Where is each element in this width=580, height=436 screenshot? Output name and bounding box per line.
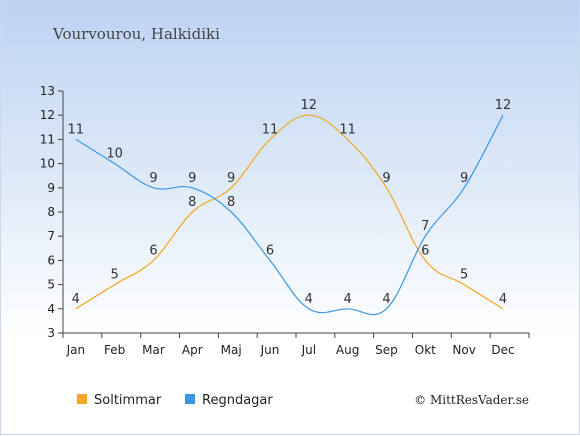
x-tick-label: Sep xyxy=(375,343,398,357)
legend: Soltimmar Regndagar xyxy=(77,393,273,408)
legend-swatch-soltimmar xyxy=(77,394,87,404)
x-tick-label: Mar xyxy=(142,343,165,357)
legend-swatch-regndagar xyxy=(185,394,195,404)
chart-title: Vourvourou, Halkidiki xyxy=(52,25,220,43)
data-label-regndagar: 9 xyxy=(149,171,157,186)
data-label-regndagar: 8 xyxy=(227,195,235,210)
y-tick-label: 7 xyxy=(47,229,55,243)
data-label-regndagar: 11 xyxy=(68,122,85,137)
x-tick-label: Jun xyxy=(260,343,280,357)
data-label-soltimmar: 12 xyxy=(301,98,318,113)
y-tick-label: 12 xyxy=(40,108,55,122)
series-line-regndagar xyxy=(75,114,504,316)
data-label-soltimmar: 5 xyxy=(460,268,468,283)
data-label-regndagar: 7 xyxy=(421,219,429,234)
data-label-soltimmar: 8 xyxy=(188,195,196,210)
data-label-regndagar: 4 xyxy=(382,292,390,307)
x-tick-label: Dec xyxy=(491,343,514,357)
data-label-soltimmar: 11 xyxy=(339,122,356,137)
data-label-regndagar: 9 xyxy=(188,171,196,186)
data-labels: 4 5 6 8 9 11 12 11 9 6 5 4 11 10 9 9 8 6 4 4 4 7 9 12 xyxy=(68,98,512,307)
x-tick-label: Jul xyxy=(301,343,316,357)
x-tick-label: Jan xyxy=(66,343,86,357)
data-label-regndagar: 10 xyxy=(106,147,123,162)
x-tick-label: Okt xyxy=(415,343,436,357)
data-label-soltimmar: 6 xyxy=(149,243,157,258)
x-tick-label: Feb xyxy=(104,343,125,357)
data-label-regndagar: 6 xyxy=(266,243,274,258)
credit-text: © MittResVader.se xyxy=(414,393,529,407)
data-label-soltimmar: 4 xyxy=(72,292,80,307)
data-label-soltimmar: 4 xyxy=(499,292,507,307)
x-tick-label: Nov xyxy=(452,343,475,357)
y-tick-label: 10 xyxy=(40,157,55,171)
data-label-regndagar: 4 xyxy=(344,292,352,307)
y-tick-label: 9 xyxy=(47,181,55,195)
data-label-soltimmar: 6 xyxy=(421,243,429,258)
data-label-regndagar: 4 xyxy=(305,292,313,307)
data-label-soltimmar: 5 xyxy=(111,268,119,283)
data-label-regndagar: 9 xyxy=(460,171,468,186)
y-tick-label: 11 xyxy=(40,132,55,146)
series-line-soltimmar xyxy=(75,114,504,310)
legend-label-regndagar: Regndagar xyxy=(202,393,273,408)
y-tick-label: 3 xyxy=(47,326,55,340)
x-tick-label: Aug xyxy=(336,343,359,357)
series-lines xyxy=(75,114,504,316)
y-tick-label: 13 xyxy=(40,84,55,98)
data-label-soltimmar: 9 xyxy=(382,171,390,186)
axes: 3 4 5 6 7 8 9 10 11 12 13 Jan Feb Mar Apr Maj Jun Jul Aug S… xyxy=(40,84,530,357)
data-label-regndagar: 12 xyxy=(495,98,512,113)
x-tick-label: Maj xyxy=(221,343,242,357)
data-label-soltimmar: 11 xyxy=(262,122,279,137)
y-tick-label: 5 xyxy=(47,278,55,292)
y-tick-label: 4 xyxy=(47,302,55,316)
x-tick-label: Apr xyxy=(182,343,203,357)
y-tick-label: 8 xyxy=(47,205,55,219)
legend-label-soltimmar: Soltimmar xyxy=(94,393,162,408)
data-label-soltimmar: 9 xyxy=(227,171,235,186)
y-tick-label: 6 xyxy=(47,253,55,267)
